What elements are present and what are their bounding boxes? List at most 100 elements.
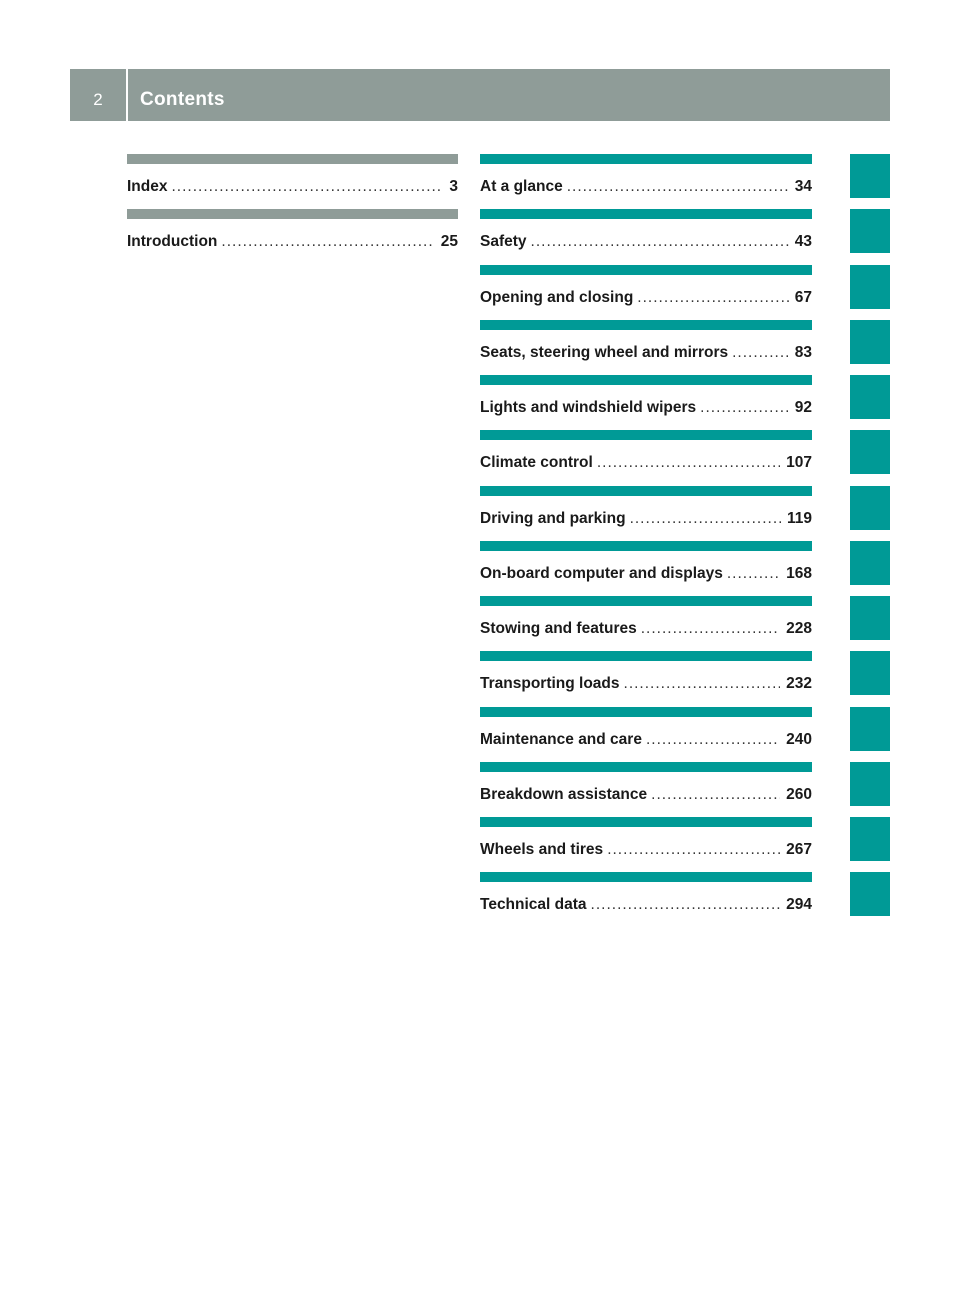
toc-entry-technical-data[interactable]: Technical data 294 (480, 872, 812, 927)
toc-entry-wheels-and-tires[interactable]: Wheels and tires 267 (480, 817, 812, 872)
toc-line: Seats, steering wheel and mirrors 83 (480, 344, 812, 364)
section-bar (480, 817, 812, 827)
thumb-tab[interactable] (850, 540, 890, 585)
section-bar (480, 651, 812, 662)
dot-leader (641, 620, 780, 638)
toc-entry-transporting-loads[interactable]: Transporting loads 232 (480, 651, 812, 706)
toc-label: Wheels and tires (480, 841, 604, 858)
toc-entry-safety[interactable]: Safety 43 (480, 209, 812, 264)
section-bar (480, 596, 812, 606)
header-divider (126, 69, 128, 121)
dot-leader (732, 344, 789, 362)
dot-leader (221, 233, 434, 251)
toc-page-number: 240 (786, 730, 812, 748)
toc-line: Transporting loads 232 (480, 675, 812, 695)
toc-right-column: At a glance 34 Safety 43 Opening and clo… (480, 154, 812, 928)
page-header: 2 Contents (70, 69, 890, 121)
dot-leader (630, 510, 781, 528)
toc-label: Climate control (480, 454, 593, 472)
toc-entry-at-a-glance[interactable]: At a glance 34 (480, 154, 812, 209)
toc-label: Driving and parking (480, 509, 626, 527)
toc-page-number: 168 (786, 564, 812, 582)
thumb-tab[interactable] (850, 651, 890, 696)
dot-leader (646, 731, 780, 749)
thumb-tab[interactable] (850, 319, 890, 364)
toc-label: Introduction (127, 233, 218, 251)
toc-line: Lights and windshield wipers 92 (480, 399, 812, 419)
thumb-tab[interactable] (850, 596, 890, 640)
toc-label: Maintenance and care (480, 730, 642, 748)
toc-page-number: 260 (786, 785, 812, 803)
toc-entry-lights-and-windshield-wipers[interactable]: Lights and windshield wipers 92 (480, 375, 812, 430)
toc-page-number: 119 (786, 509, 812, 527)
toc-label: Technical data (480, 896, 587, 914)
toc-label: Safety (480, 233, 527, 251)
section-bar (480, 209, 812, 220)
toc-line: Wheels and tires 267 (480, 841, 812, 861)
thumb-tab[interactable] (850, 154, 890, 198)
toc-line: Driving and parking 119 (480, 510, 812, 530)
thumb-tab[interactable] (850, 706, 890, 751)
toc-line: Index 3 (127, 178, 458, 198)
toc-page-number: 92 (794, 399, 812, 416)
thumb-tab[interactable] (850, 817, 890, 861)
toc-label: On-board computer and displays (480, 564, 723, 582)
toc-entry-opening-and-closing[interactable]: Opening and closing 67 (480, 264, 812, 320)
toc-line: Climate control 107 (480, 454, 812, 474)
toc-line: Safety 43 (480, 233, 812, 253)
toc-line: Opening and closing 67 (480, 289, 812, 309)
toc-page-number: 232 (786, 675, 812, 693)
toc-page-number: 67 (794, 288, 812, 306)
toc-entry-climate-control[interactable]: Climate control 107 (480, 430, 812, 485)
section-bar (480, 154, 812, 164)
thumb-tab[interactable] (850, 209, 890, 254)
dot-leader (591, 896, 781, 914)
toc-label: Seats, steering wheel and mirrors (480, 343, 729, 361)
toc-page-number: 267 (786, 841, 812, 858)
toc-page-number: 43 (794, 233, 812, 251)
page-number: 2 (93, 90, 103, 109)
toc-entry-introduction[interactable]: Introduction 25 (127, 209, 458, 264)
dot-leader (171, 178, 443, 196)
toc-label: Stowing and features (480, 620, 637, 637)
page-title: Contents (140, 89, 225, 110)
toc-line: At a glance 34 (480, 178, 812, 198)
toc-line: On-board computer and displays 168 (480, 565, 812, 585)
dot-leader (651, 786, 780, 804)
toc-page-number: 25 (440, 233, 458, 251)
toc-label: Transporting loads (480, 675, 620, 693)
thumb-tab[interactable] (850, 264, 890, 309)
toc-page-number: 34 (794, 178, 812, 195)
toc-label: Breakdown assistance (480, 785, 648, 803)
toc-entry-seats-steering-wheel-and-mirrors[interactable]: Seats, steering wheel and mirrors 83 (480, 319, 812, 375)
toc-entry-breakdown-assistance[interactable]: Breakdown assistance 260 (480, 761, 812, 817)
thumb-tab[interactable] (850, 375, 890, 419)
section-bar (127, 209, 458, 220)
toc-entry-driving-and-parking[interactable]: Driving and parking 119 (480, 485, 812, 541)
toc-entry-on-board-computer-and-displays[interactable]: On-board computer and displays 168 (480, 540, 812, 596)
section-bar (480, 264, 812, 275)
thumb-tab[interactable] (850, 872, 890, 917)
thumb-tab[interactable] (850, 430, 890, 475)
dot-leader (624, 675, 781, 693)
section-bar (480, 319, 812, 330)
toc-entry-maintenance-and-care[interactable]: Maintenance and care 240 (480, 706, 812, 762)
section-bar (480, 485, 812, 496)
toc-entry-index[interactable]: Index 3 (127, 154, 458, 209)
thumb-tab[interactable] (850, 761, 890, 806)
toc-entry-stowing-and-features[interactable]: Stowing and features 228 (480, 596, 812, 651)
dot-leader (727, 565, 780, 583)
thumb-tab[interactable] (850, 485, 890, 530)
toc-page-number: 3 (449, 178, 458, 195)
toc-line: Maintenance and care 240 (480, 731, 812, 751)
toc-page-number: 107 (786, 454, 812, 472)
dot-leader (607, 841, 780, 859)
dot-leader (531, 233, 789, 251)
toc-page-number: 294 (786, 896, 812, 914)
toc-line: Breakdown assistance 260 (480, 786, 812, 806)
section-bar (480, 375, 812, 385)
section-bar (480, 872, 812, 883)
section-bar (480, 706, 812, 717)
toc-line: Technical data 294 (480, 896, 812, 916)
toc-label: Opening and closing (480, 288, 634, 306)
